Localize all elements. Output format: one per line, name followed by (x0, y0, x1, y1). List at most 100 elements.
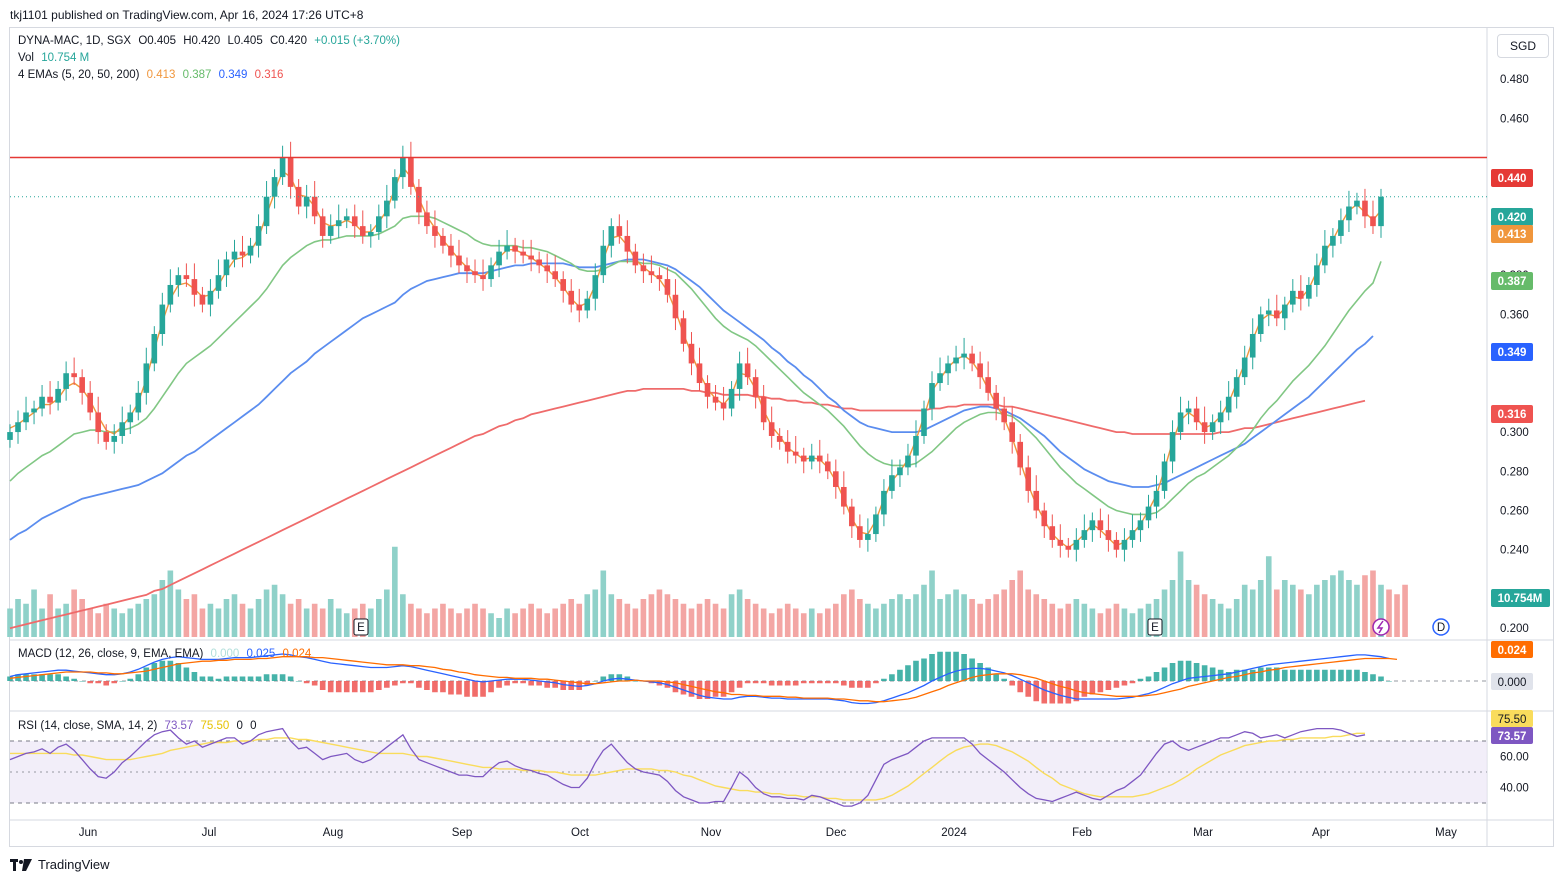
candle-body (79, 377, 85, 393)
volume-bar (39, 608, 45, 637)
volume-bar (816, 613, 823, 637)
macd-histogram-bar (143, 667, 150, 681)
macd-histogram-bar (311, 681, 318, 686)
candle-body (440, 235, 446, 246)
candle-body (95, 412, 101, 433)
candle-body (1177, 412, 1184, 433)
volume-bar (752, 603, 759, 637)
macd-histogram-bar (1113, 681, 1120, 688)
candle-body (736, 363, 743, 389)
candle-body (143, 363, 150, 393)
rsi-label[interactable]: RSI (14, close, SMA, 14, 2) (18, 720, 158, 732)
volume-bar (287, 603, 294, 637)
macd-histogram-bar (303, 681, 310, 684)
macd-histogram-bar (79, 681, 85, 682)
candle-body (560, 279, 567, 291)
dividend-d-label: D (1437, 622, 1445, 634)
macd-histogram-bar (953, 651, 959, 681)
candle-body (913, 435, 919, 456)
volume-bar (1089, 608, 1096, 637)
candle-body (47, 396, 53, 403)
volume-bar (1081, 603, 1088, 637)
candle-body (993, 392, 999, 409)
macd-histogram-bar (1225, 672, 1232, 681)
volume-bar (1129, 613, 1136, 637)
volume-bar (207, 603, 214, 637)
volume-bar (327, 599, 334, 637)
macd-label[interactable]: MACD (12, 26, close, 9, EMA, EMA) (18, 648, 204, 660)
macd-histogram-bar (207, 676, 214, 681)
volume-bar (865, 603, 871, 637)
volume-label[interactable]: Vol (18, 52, 34, 64)
volume-bar (408, 603, 414, 637)
time-tick-label: Feb (1072, 827, 1092, 839)
tradingview-logo[interactable]: TradingView (10, 857, 110, 872)
macd-histogram-bar (1281, 669, 1288, 681)
volume-bar (929, 570, 935, 637)
volume-bar (937, 599, 943, 637)
candle-body (1001, 408, 1007, 423)
volume-bar (512, 613, 518, 637)
volume-bar (841, 594, 847, 637)
macd-histogram-bar (127, 678, 134, 681)
macd-histogram-bar (1105, 681, 1112, 690)
macd-histogram-bar (87, 681, 93, 684)
volume-bar (760, 608, 767, 637)
tradingview-icon (10, 858, 32, 871)
volume-bar (456, 613, 462, 637)
price-tag (1491, 208, 1533, 226)
candle-body (207, 290, 214, 305)
candle-body (1041, 510, 1048, 527)
volume-bar (384, 589, 390, 637)
macd-histogram-bar (913, 660, 919, 681)
volume-bar (536, 608, 542, 637)
currency-button[interactable]: SGD (1497, 34, 1549, 58)
rsi-upper-value: 0 (236, 720, 243, 732)
macd-histogram-bar (1065, 681, 1072, 704)
candle-body (760, 396, 767, 423)
macd-histogram-bar (271, 674, 278, 681)
candle-body (335, 220, 342, 227)
candle-body (1097, 520, 1104, 531)
symbol-name[interactable]: DYNA-MAC, 1D, SGX (18, 35, 132, 47)
volume-bar (95, 613, 101, 637)
candle-body (1105, 530, 1112, 540)
ema5-line (9, 165, 1382, 549)
candle-body (808, 455, 815, 462)
volume-bar (215, 608, 222, 637)
candle-body (271, 177, 278, 197)
macd-histogram-bar (1009, 681, 1015, 686)
macd-histogram-bar (1370, 674, 1376, 681)
price-tag-label: 0.420 (1498, 212, 1527, 224)
time-tick-label: Oct (571, 827, 590, 839)
volume-bar (1105, 608, 1112, 637)
macd-histogram-bar (1169, 663, 1176, 681)
volume-bar (311, 603, 318, 637)
macd-histogram-bar (969, 658, 975, 681)
volume-bar (600, 570, 607, 637)
volume-bar (271, 584, 278, 637)
ema200-line (9, 388, 1366, 630)
candle-body (504, 245, 510, 252)
candle-body (31, 408, 37, 413)
macd-histogram-bar (1177, 660, 1184, 681)
candle-body (921, 408, 927, 436)
volume-bar (1370, 570, 1376, 637)
volume-tag-label: 10.754M (1498, 593, 1543, 605)
ema-label[interactable]: 4 EMAs (5, 20, 50, 200) (18, 69, 140, 81)
volume-bar (584, 594, 591, 637)
volume-bar (664, 594, 671, 637)
volume-bar (656, 589, 663, 637)
volume-bar (1017, 570, 1024, 637)
candle-body (351, 216, 358, 227)
macd-histogram-bar (1193, 663, 1200, 681)
volume-bar (191, 594, 198, 637)
macd-histogram-bar (520, 681, 526, 684)
candle-body (1322, 245, 1328, 266)
candle-body (1017, 441, 1024, 468)
candle-body (183, 275, 190, 280)
macd-histogram-bar (905, 665, 911, 681)
candle-body (1225, 396, 1232, 413)
volume-bar (921, 584, 927, 637)
